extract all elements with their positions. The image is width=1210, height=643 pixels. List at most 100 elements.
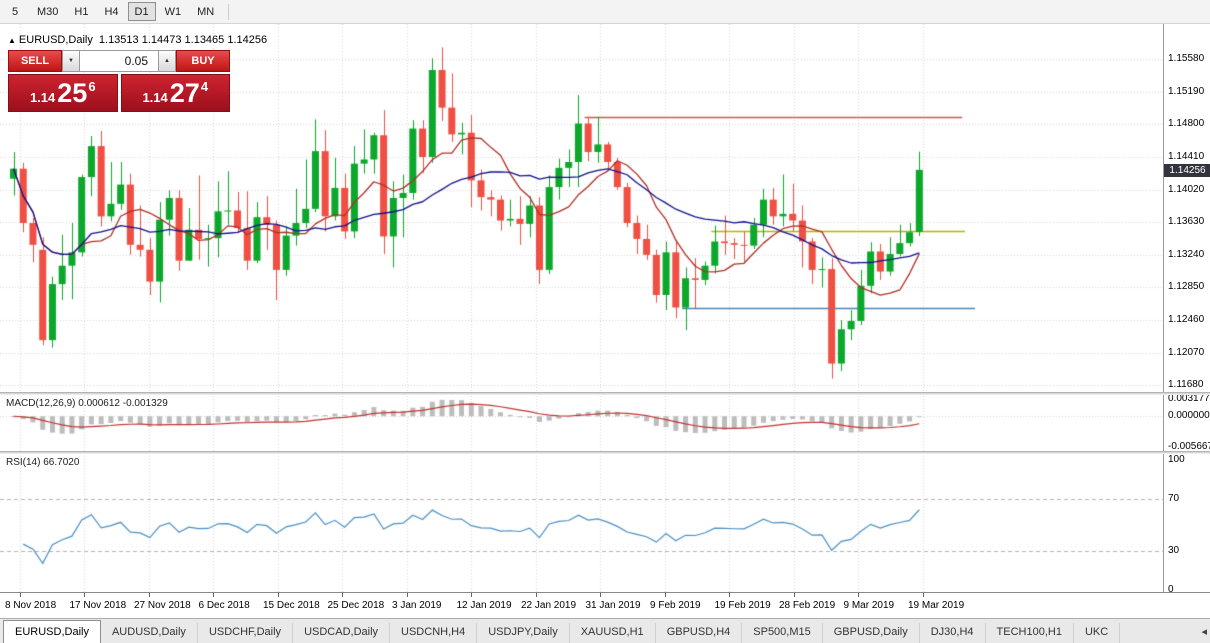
pane-divider[interactable] bbox=[0, 451, 1210, 454]
price-scale-label: 1.11680 bbox=[1168, 379, 1204, 391]
date-axis-label: 19 Feb 2019 bbox=[714, 600, 771, 611]
timeframe-button-d1[interactable]: D1 bbox=[127, 2, 156, 21]
sell-price-pips: 25 bbox=[57, 77, 88, 108]
date-axis-label: 27 Nov 2018 bbox=[134, 600, 191, 611]
chart-tab-usdcnh-h4[interactable]: USDCNH,H4 bbox=[390, 623, 478, 643]
timeframe-button-h4[interactable]: H4 bbox=[97, 2, 125, 21]
date-axis-tick bbox=[471, 593, 472, 597]
chart-tab-xauusd-h1[interactable]: XAUUSD,H1 bbox=[570, 623, 656, 643]
chart-tab-audusd-daily[interactable]: AUDUSD,Daily bbox=[101, 623, 198, 643]
date-axis-tick bbox=[664, 593, 666, 597]
volume-increase-button[interactable]: ▲ bbox=[158, 50, 176, 72]
date-axis-tick bbox=[793, 593, 795, 597]
current-price-tag: 1.14256 bbox=[1164, 163, 1210, 177]
date-axis-tick bbox=[922, 593, 924, 597]
pane-divider[interactable] bbox=[0, 392, 1210, 395]
chart-tabs-bar: EURUSD,Daily AUDUSD,Daily USDCHF,Daily USDC… bbox=[0, 618, 1210, 643]
buy-price-point: 4 bbox=[200, 79, 209, 94]
date-axis-tick bbox=[729, 593, 730, 597]
date-axis-tick bbox=[535, 593, 537, 597]
sell-price-figure: 1.14 bbox=[29, 90, 56, 105]
rsi-scale-label: 0 bbox=[1168, 584, 1174, 595]
chart-tab-dj30-h4[interactable]: DJ30,H4 bbox=[920, 623, 986, 643]
price-scale-label: 1.13240 bbox=[1168, 248, 1205, 260]
price-scale-label: 1.15580 bbox=[1168, 53, 1205, 65]
macd-indicator-label: MACD(12,26,9) 0.000612 -0.001329 bbox=[6, 398, 168, 409]
buy-price-pips: 27 bbox=[169, 77, 200, 108]
date-axis-label: 25 Dec 2018 bbox=[327, 600, 385, 611]
sell-price-quote[interactable]: 1.14 25 6 bbox=[8, 74, 118, 112]
timeframe-button-h1[interactable]: H1 bbox=[67, 2, 95, 21]
timeframe-toolbar: 5 M30 H1 H4 D1 W1 MN bbox=[0, 0, 1210, 24]
sell-button[interactable]: SELL bbox=[8, 50, 62, 72]
date-axis-label: 9 Mar 2019 bbox=[843, 600, 895, 611]
date-axis-tick bbox=[84, 593, 85, 597]
timeframe-button-mn[interactable]: MN bbox=[190, 2, 221, 21]
price-scale-label: 1.14410 bbox=[1168, 150, 1205, 162]
chart-tab-sp500-m15[interactable]: SP500,M15 bbox=[742, 623, 823, 643]
date-axis-label: 17 Nov 2018 bbox=[69, 600, 127, 611]
date-axis-tick bbox=[600, 593, 601, 597]
date-axis-label: 15 Dec 2018 bbox=[263, 600, 320, 611]
time-scale[interactable]: 8 Nov 2018 17 Nov 2018 27 Nov 2018 6 Dec 20… bbox=[0, 592, 1210, 618]
buy-price-figure: 1.14 bbox=[142, 90, 168, 105]
price-scale-label: 1.15190 bbox=[1168, 85, 1205, 97]
date-axis-label: 3 Jan 2019 bbox=[392, 600, 442, 611]
price-scale-label: 1.12460 bbox=[1168, 314, 1205, 326]
date-axis-tick bbox=[213, 593, 214, 597]
macd-scale-label: 0.003177 bbox=[1168, 393, 1210, 404]
macd-scale-label: -0.005667 bbox=[1168, 441, 1210, 452]
date-axis-tick bbox=[148, 593, 150, 597]
price-scale-label: 1.13630 bbox=[1168, 216, 1205, 228]
date-axis-label: 22 Jan 2019 bbox=[521, 600, 577, 611]
timeframe-button-w1[interactable]: W1 bbox=[158, 2, 189, 21]
date-axis-label: 6 Dec 2018 bbox=[198, 600, 250, 611]
timeframe-button-m30[interactable]: M30 bbox=[30, 2, 65, 21]
chart-tab-usdjpy-daily[interactable]: USDJPY,Daily bbox=[477, 623, 570, 643]
one-click-trading-panel: SELL ▼ ▲ BUY 1.14 25 6 1.14 27 4 bbox=[8, 50, 230, 112]
main-chart-canvas[interactable] bbox=[0, 24, 1163, 592]
chart-header: ▲ EURUSD,Daily 1.13513 1.14473 1.13465 1.1… bbox=[8, 34, 267, 46]
rsi-scale-label: 30 bbox=[1168, 545, 1180, 556]
date-axis-label: 8 Nov 2018 bbox=[5, 600, 57, 611]
chart-tab-tech100-h1[interactable]: TECH100,H1 bbox=[986, 623, 1074, 643]
price-scale-label: 1.14800 bbox=[1168, 118, 1205, 130]
date-axis-label: 28 Feb 2019 bbox=[779, 600, 836, 611]
date-axis-tick bbox=[277, 593, 279, 597]
expand-arrow-icon[interactable]: ▲ bbox=[8, 36, 16, 45]
date-axis-label: 9 Feb 2019 bbox=[650, 600, 701, 611]
triangle-down-icon: ▼ bbox=[68, 58, 74, 64]
date-axis-label: 12 Jan 2019 bbox=[456, 600, 512, 611]
date-axis-tick bbox=[342, 593, 343, 597]
date-axis-tick bbox=[19, 593, 21, 597]
price-scale-label: 1.14020 bbox=[1168, 183, 1205, 195]
chart-tab-eurusd-daily[interactable]: EURUSD,Daily bbox=[3, 620, 101, 643]
date-axis-label: 19 Mar 2019 bbox=[908, 600, 965, 611]
chart-tab-ukc[interactable]: UKC bbox=[1074, 623, 1121, 643]
timeframe-button-5[interactable]: 5 bbox=[2, 2, 28, 21]
triangle-up-icon: ▲ bbox=[164, 58, 170, 64]
sell-price-point: 6 bbox=[88, 79, 96, 94]
chart-region: ▲ EURUSD,Daily 1.13513 1.14473 1.13465 1.1… bbox=[0, 24, 1163, 592]
date-axis-label: 31 Jan 2019 bbox=[585, 600, 641, 611]
chart-tab-usdcad-daily[interactable]: USDCAD,Daily bbox=[293, 623, 391, 643]
volume-input[interactable] bbox=[80, 50, 158, 72]
buy-price-quote[interactable]: 1.14 27 4 bbox=[120, 74, 230, 112]
price-scale[interactable]: 1.14256 1.15580 1.15190 1.14800 1.14410 1.14… bbox=[1163, 24, 1210, 595]
date-axis-tick bbox=[858, 593, 859, 597]
chart-tab-usdchf-daily[interactable]: USDCHF,Daily bbox=[198, 623, 294, 643]
rsi-indicator-label: RSI(14) 66.7020 bbox=[6, 457, 80, 468]
rsi-scale-label: 70 bbox=[1168, 493, 1180, 504]
chart-tab-gbpusd-h4[interactable]: GBPUSD,H4 bbox=[656, 623, 743, 643]
tab-scroll-left-icon[interactable]: ◂ bbox=[1201, 626, 1207, 638]
toolbar-separator bbox=[228, 3, 230, 20]
price-scale-label: 1.12070 bbox=[1168, 346, 1205, 358]
volume-decrease-button[interactable]: ▼ bbox=[62, 50, 80, 72]
rsi-scale-label: 100 bbox=[1168, 454, 1185, 465]
buy-button[interactable]: BUY bbox=[176, 50, 230, 72]
macd-scale-label: 0.000000 bbox=[1168, 410, 1210, 422]
chart-title: EURUSD,Daily bbox=[18, 34, 93, 46]
price-scale-label: 1.12850 bbox=[1168, 281, 1205, 293]
chart-tab-gbpusd-daily[interactable]: GBPUSD,Daily bbox=[823, 623, 920, 643]
date-axis-tick bbox=[406, 593, 408, 597]
